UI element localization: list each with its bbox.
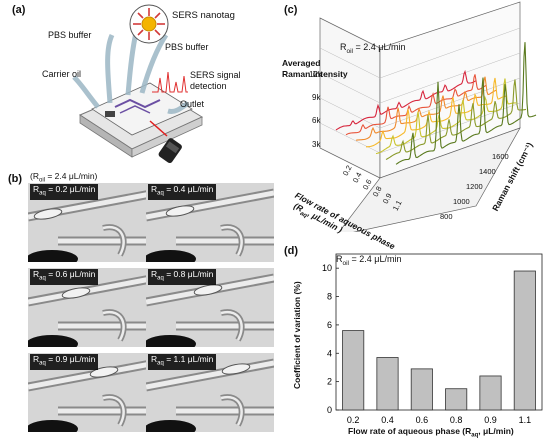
z-axis-label-1: Averaged xyxy=(282,58,321,68)
bar xyxy=(445,388,468,411)
x-tick-label: 0.9 xyxy=(484,415,497,425)
raman-3d-spectra-plot xyxy=(319,1,537,232)
x-tick-label: 1.1 xyxy=(519,415,532,425)
micrograph-flow-label: Raq = 1.1 μL/min xyxy=(148,354,217,370)
bar xyxy=(410,368,433,411)
z-grid-line xyxy=(379,77,521,129)
y-tick-label: 10 xyxy=(322,263,332,273)
z-tick-1: 9k xyxy=(312,93,321,102)
panel-label-d: (d) xyxy=(284,245,299,257)
bar xyxy=(513,270,536,411)
micrograph-frame: Raq = 0.8 μL/min xyxy=(146,268,274,347)
nanotag-icon xyxy=(129,4,169,44)
micrograph-flow-label: Raq = 0.9 μL/min xyxy=(30,354,99,370)
label-sers-signal: SERS signal xyxy=(190,70,241,80)
micrograph-frame: Raq = 0.2 μL/min xyxy=(28,183,156,262)
z-tick-0: 12k xyxy=(309,70,322,79)
floor xyxy=(338,127,521,232)
shift-tick: 1200 xyxy=(466,182,483,191)
z-grid-line xyxy=(379,52,521,104)
bar-annotation: Roil = 2.4 μL/min xyxy=(336,254,402,267)
z-grid-line xyxy=(319,72,381,104)
shift-tick: 1600 xyxy=(492,152,509,161)
sers-signal-icon xyxy=(152,71,188,93)
bar-x-axis-label: Flow rate of aqueous phase (Raq, μL/min) xyxy=(348,426,514,439)
micrograph-frame: Raq = 0.9 μL/min xyxy=(28,353,156,432)
bar xyxy=(342,330,365,411)
spectra-annotation: Roil = 2.4 μL/min xyxy=(340,42,406,55)
panel-label-c: (c) xyxy=(284,4,298,16)
label-detection: detection xyxy=(190,81,227,91)
micrograph-frame: Raq = 0.4 μL/min xyxy=(146,183,274,262)
z-tick-3: 3k xyxy=(312,140,321,149)
x-tick-label: 0.8 xyxy=(450,415,463,425)
spectrum-line xyxy=(375,78,516,155)
plot-frame xyxy=(335,253,543,411)
z-grid-line xyxy=(379,27,521,79)
panel-label-b: (b) xyxy=(8,173,23,185)
y-tick-label: 6 xyxy=(327,320,332,330)
label-pbs-buffer-right: PBS buffer xyxy=(165,42,209,52)
spectrum-line xyxy=(335,69,477,131)
y-tick-label: 4 xyxy=(327,348,332,358)
y-tick-label: 8 xyxy=(327,292,332,302)
cv-bar-chart: 0 2 4 6 8 10 0.2 0.4 0.6 0.8 0.9 1.1 xyxy=(322,253,543,425)
shift-tick: 1000 xyxy=(453,197,470,206)
micrograph-header: (Roil = 2.4 μL/min) xyxy=(30,171,98,184)
micrograph-flow-label: Raq = 0.4 μL/min xyxy=(148,184,217,200)
micrograph-flow-label: Raq = 0.8 μL/min xyxy=(148,269,217,285)
spectra-series xyxy=(335,42,537,165)
bar-y-axis-label: Coefficient of variation (%) xyxy=(292,281,302,389)
micrograph-flow-label: Raq = 0.6 μL/min xyxy=(30,269,99,285)
micrograph-flow-label: Raq = 0.2 μL/min xyxy=(30,184,99,200)
micrograph-frame: Raq = 0.6 μL/min xyxy=(28,268,156,347)
shift-tick: 800 xyxy=(440,212,453,221)
label-outlet: Outlet xyxy=(180,99,205,109)
x-tick-label: 0.4 xyxy=(381,415,394,425)
shift-tick: 1400 xyxy=(479,167,496,176)
bar xyxy=(479,375,502,411)
label-pbs-buffer-left: PBS buffer xyxy=(48,30,92,40)
label-sers-nanotag: SERS nanotag xyxy=(172,10,235,21)
z-tick-2: 6k xyxy=(312,116,321,125)
micrograph-image xyxy=(146,183,274,262)
x-tick-label: 0.2 xyxy=(347,415,360,425)
spectrum-line xyxy=(355,76,497,141)
z-grid-line xyxy=(319,122,381,154)
chip-schematic-illustration xyxy=(72,32,204,164)
micrograph-frame: Raq = 1.1 μL/min xyxy=(146,353,274,432)
spectrum-line xyxy=(345,74,487,136)
z-grid-line xyxy=(319,47,381,79)
z-grid-line xyxy=(319,97,381,129)
z-axis-label-2: Raman intensity xyxy=(282,69,348,79)
y-tick-label: 2 xyxy=(327,377,332,387)
y-tick-label: 0 xyxy=(327,405,332,415)
x-tick-label: 0.6 xyxy=(416,415,429,425)
spectrum-line xyxy=(395,42,537,165)
bar xyxy=(376,357,399,411)
label-carrier-oil: Carrier oil xyxy=(42,69,82,79)
panel-label-a: (a) xyxy=(12,4,26,16)
